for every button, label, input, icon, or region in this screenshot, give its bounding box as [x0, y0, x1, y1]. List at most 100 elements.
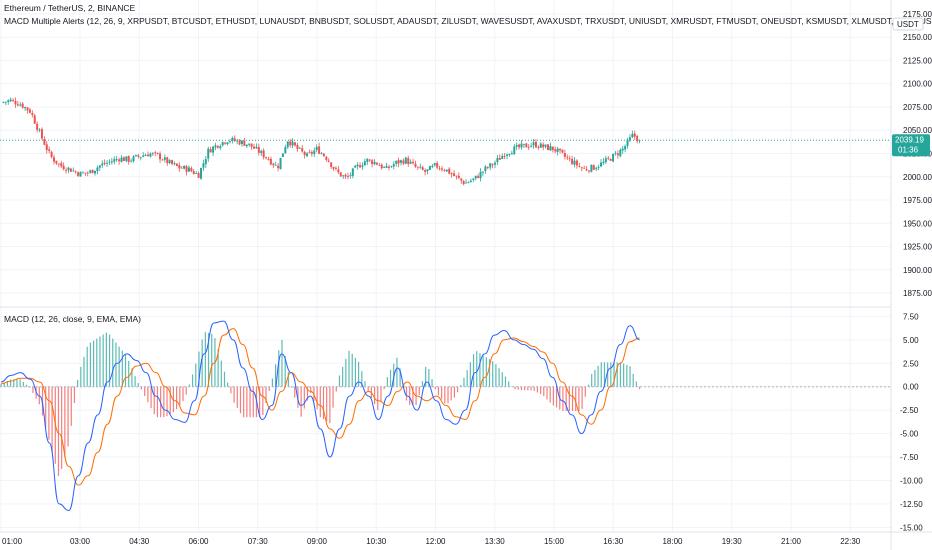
symbol-title[interactable]: Ethereum / TetherUS, 2, BINANCE	[4, 3, 136, 13]
histogram-bar	[373, 386, 376, 404]
histogram-bar	[188, 384, 190, 387]
histogram-bar	[83, 356, 85, 387]
candlestick-series[interactable]	[2, 97, 641, 186]
histogram-bar	[284, 355, 286, 387]
candle-body	[62, 165, 65, 170]
histogram-bar	[476, 351, 478, 387]
macd-axis-labels[interactable]: 7.50 5.00 2.50 0.00 -2.50 -5.00 -7.50 -10.00 -12…	[900, 312, 923, 532]
candle-body	[602, 161, 605, 164]
currency-badge-label: USDT	[897, 20, 919, 29]
candle-body	[518, 144, 521, 148]
histogram-bar	[265, 386, 267, 403]
histogram-bar	[444, 386, 446, 404]
candle-body	[375, 162, 378, 165]
candle-body	[349, 175, 352, 176]
candle-body	[592, 165, 595, 170]
candle-body	[67, 167, 70, 171]
candle-body	[260, 150, 263, 153]
time-axis-labels[interactable]: 01:00 03:00 04:30 06:00 07:30 09:00 10:30 12:00…	[2, 537, 861, 546]
candle-body	[525, 143, 528, 148]
candle-body	[614, 152, 617, 154]
price-tick-label: 2150.00	[903, 33, 932, 42]
histogram-bar	[380, 386, 382, 402]
candle-body	[183, 165, 186, 169]
candle-body	[583, 167, 586, 169]
macd-tick-label: -10.00	[900, 476, 923, 485]
candle-body	[77, 172, 80, 176]
candle-body	[597, 166, 600, 168]
histogram-bar	[128, 360, 130, 387]
candle-body	[24, 107, 27, 109]
candle-body	[607, 157, 610, 159]
candle-body	[626, 139, 629, 146]
candle-body	[221, 141, 224, 146]
histogram-bar	[517, 386, 519, 390]
histogram-bar	[587, 384, 590, 387]
candle-body	[450, 173, 453, 175]
candle-body	[125, 156, 128, 161]
candle-body	[289, 141, 292, 146]
histogram-bar	[492, 361, 494, 387]
candle-body	[262, 150, 265, 158]
histogram-bar	[268, 386, 270, 391]
price-tick-label: 1975.00	[903, 196, 932, 205]
price-tick-label: 1900.00	[903, 266, 932, 275]
candle-body	[334, 167, 337, 169]
candle-body	[549, 146, 552, 151]
macd-tick-label: -12.50	[900, 500, 923, 509]
candle-body	[347, 176, 350, 177]
histogram-bar	[80, 366, 82, 387]
candle-body	[118, 159, 121, 162]
price-badge: 2039.19 01:36	[892, 134, 930, 157]
candle-body	[498, 157, 501, 160]
candle-body	[144, 155, 147, 156]
candle-body	[397, 160, 400, 164]
candle-body	[293, 142, 296, 146]
candle-body	[508, 154, 511, 155]
time-tick-label: 10:30	[366, 537, 387, 546]
candle-body	[554, 149, 557, 152]
candle-body	[127, 156, 130, 162]
candle-body	[257, 147, 260, 153]
histogram-bar	[447, 386, 449, 404]
macd-line[interactable]	[0, 320, 640, 511]
candle-body	[426, 169, 429, 172]
currency-badge[interactable]: USDT	[892, 17, 924, 31]
candle-body	[604, 158, 607, 163]
candle-body	[115, 159, 118, 161]
candle-body	[250, 143, 253, 148]
macd-title[interactable]: MACD (12, 26, close, 9, EMA, EMA)	[4, 314, 141, 324]
histogram-bar	[441, 386, 443, 400]
histogram-bar	[153, 386, 155, 415]
candle-body	[467, 182, 470, 184]
price-tick-label: 1950.00	[903, 219, 932, 228]
histogram-bar	[322, 386, 325, 420]
candle-body	[616, 153, 619, 156]
price-axis-labels[interactable]: 2175.00 2150.00 2125.00 2100.00 2075.00 2050.…	[903, 10, 932, 298]
candle-body	[527, 146, 530, 148]
candle-body	[416, 166, 419, 168]
candle-body	[587, 170, 590, 172]
candle-body	[431, 165, 434, 168]
histogram-bar	[463, 377, 465, 387]
histogram-bar	[504, 376, 507, 387]
signal-line[interactable]	[0, 328, 640, 486]
candle-body	[400, 160, 403, 163]
candle-body	[60, 163, 63, 167]
histogram-bar	[571, 386, 574, 412]
histogram-bar	[412, 386, 414, 405]
candle-body	[313, 150, 316, 155]
histogram-bar	[409, 386, 411, 405]
candle-body	[139, 156, 142, 158]
indicator-title[interactable]: MACD Multiple Alerts (12, 26, 9, XRPUSDT…	[4, 16, 932, 26]
histogram-bar	[488, 359, 491, 387]
candle-body	[286, 141, 289, 148]
candle-body	[563, 153, 566, 157]
candle-body	[387, 166, 390, 168]
candle-body	[590, 164, 593, 172]
candle-body	[506, 154, 509, 156]
histogram-bar	[300, 386, 302, 417]
candle-body	[469, 180, 472, 182]
histogram-bar	[405, 386, 408, 401]
